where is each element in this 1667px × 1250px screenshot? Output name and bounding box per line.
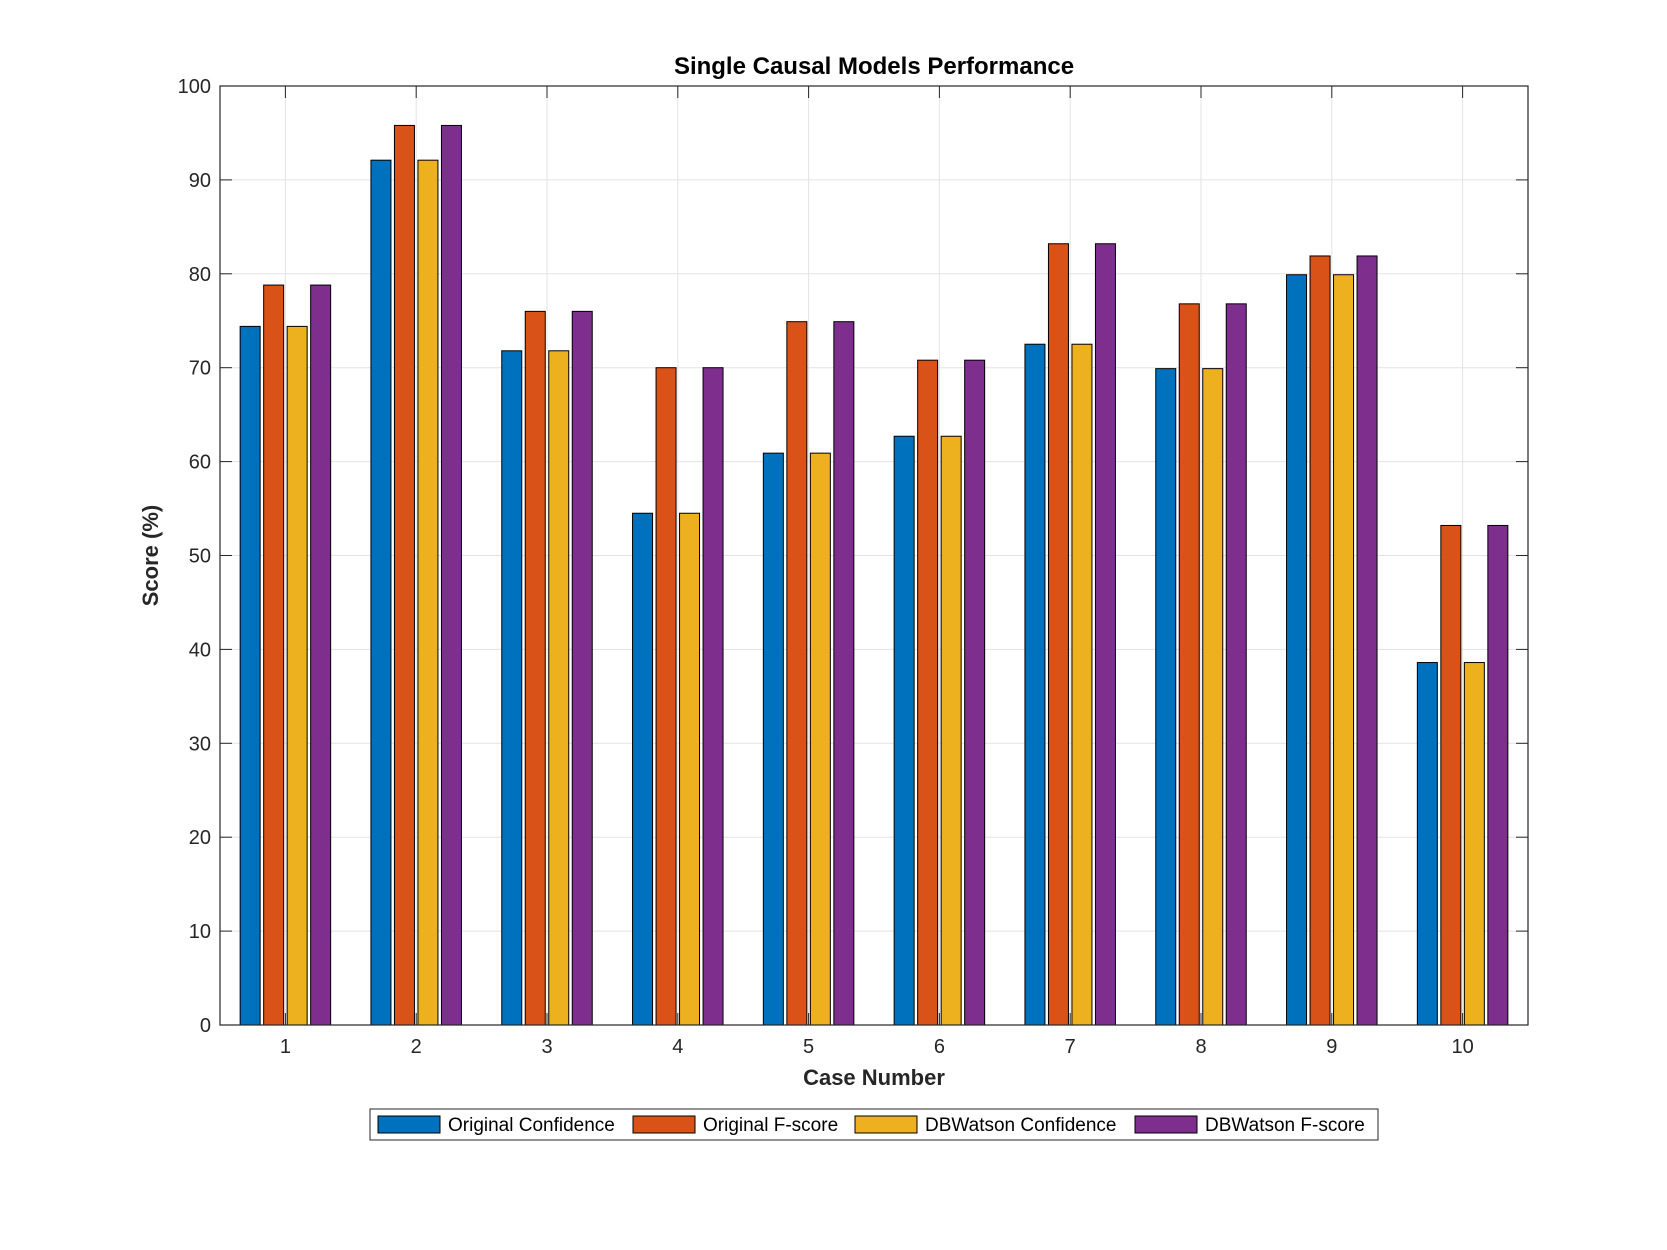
legend-swatch (632, 1115, 696, 1134)
bar-original-f-score-case-5 (786, 321, 808, 1026)
x-tick-label: 6 (934, 1036, 945, 1058)
bar-dbwatson-confidence-case-6 (940, 435, 962, 1026)
y-axis-title: Score (%) (138, 505, 163, 606)
bar-dbwatson-confidence-case-4 (679, 512, 701, 1026)
bars (239, 124, 1509, 1026)
x-tick-label: 1 (280, 1036, 291, 1058)
legend-label: DBWatson Confidence (925, 1115, 1117, 1136)
x-tick-label: 3 (541, 1036, 552, 1058)
bar-dbwatson-f-score-case-3 (571, 310, 593, 1026)
x-tick-label: 7 (1065, 1036, 1076, 1058)
x-tick-label: 2 (411, 1036, 422, 1058)
bar-dbwatson-confidence-case-1 (286, 325, 308, 1026)
legend-swatch (854, 1115, 918, 1134)
y-tick-label: 80 (189, 264, 211, 286)
y-tick-label: 0 (200, 1015, 211, 1037)
bar-original-f-score-case-6 (917, 359, 939, 1026)
x-tick-label: 10 (1451, 1036, 1473, 1058)
bar-dbwatson-confidence-case-3 (548, 350, 570, 1026)
bar-original-confidence-case-4 (632, 512, 654, 1026)
bar-original-confidence-case-1 (239, 325, 261, 1026)
x-tick-label: 8 (1195, 1036, 1206, 1058)
legend-swatch (377, 1115, 441, 1134)
legend-label: Original Confidence (448, 1115, 615, 1136)
bar-dbwatson-f-score-case-8 (1225, 303, 1247, 1026)
legend-swatch (1134, 1115, 1198, 1134)
bar-dbwatson-confidence-case-2 (417, 159, 439, 1026)
tick-labels: 0 10 20 30 40 50 60 70 80 90 100 1 2 3 4 5 6 7 8 9 10 (178, 76, 1474, 1058)
bar-original-f-score-case-10 (1440, 524, 1462, 1026)
bar-original-f-score-case-9 (1309, 255, 1331, 1026)
y-tick-label: 40 (189, 639, 211, 661)
y-tick-label: 20 (189, 827, 211, 849)
bar-original-confidence-case-3 (501, 350, 523, 1026)
y-tick-label: 90 (189, 170, 211, 192)
bar-dbwatson-confidence-case-10 (1463, 662, 1485, 1026)
bar-original-confidence-case-7 (1024, 343, 1046, 1026)
y-tick-label: 30 (189, 733, 211, 755)
bar-dbwatson-confidence-case-9 (1333, 274, 1355, 1026)
bar-dbwatson-f-score-case-7 (1094, 243, 1116, 1026)
bar-dbwatson-f-score-case-6 (964, 359, 986, 1026)
y-tick-label: 60 (189, 452, 211, 474)
bar-dbwatson-f-score-case-1 (310, 284, 332, 1026)
bar-original-f-score-case-7 (1047, 243, 1069, 1026)
legend: Original Confidence Original F-score DBWat… (369, 1108, 1379, 1141)
bar-original-f-score-case-4 (655, 367, 677, 1026)
x-tick-label: 9 (1326, 1036, 1337, 1058)
legend-label: Original F-score (703, 1115, 838, 1136)
bar-original-f-score-case-8 (1178, 303, 1200, 1026)
bar-dbwatson-f-score-case-2 (440, 124, 462, 1026)
y-tick-label: 70 (189, 358, 211, 380)
bar-original-confidence-case-2 (370, 159, 392, 1026)
bar-dbwatson-f-score-case-5 (833, 321, 855, 1026)
bar-original-confidence-case-8 (1155, 368, 1177, 1026)
bar-dbwatson-f-score-case-10 (1487, 524, 1509, 1026)
bar-original-f-score-case-1 (263, 284, 285, 1026)
bar-dbwatson-f-score-case-9 (1356, 255, 1378, 1026)
bar-original-confidence-case-6 (893, 435, 915, 1026)
y-tick-label: 50 (189, 546, 211, 568)
chart-title: Single Causal Models Performance (674, 53, 1074, 80)
y-tick-label: 100 (178, 76, 211, 98)
bar-original-f-score-case-3 (524, 310, 546, 1026)
x-tick-label: 4 (672, 1036, 683, 1058)
y-tick-label: 10 (189, 921, 211, 943)
bar-original-confidence-case-9 (1286, 274, 1308, 1026)
bar-dbwatson-f-score-case-4 (702, 367, 724, 1026)
bar-dbwatson-confidence-case-8 (1202, 368, 1224, 1026)
bar-original-confidence-case-10 (1416, 662, 1438, 1026)
bar-dbwatson-confidence-case-5 (809, 452, 831, 1026)
plot-border (219, 85, 1529, 1026)
bar-original-f-score-case-2 (393, 124, 415, 1026)
axes (219, 85, 1529, 1026)
x-tick-label: 5 (803, 1036, 814, 1058)
grid (220, 85, 1528, 1026)
bar-original-confidence-case-5 (762, 452, 784, 1026)
bar-dbwatson-confidence-case-7 (1071, 343, 1093, 1026)
x-axis-title: Case Number (803, 1065, 945, 1090)
legend-label: DBWatson F-score (1205, 1115, 1365, 1136)
